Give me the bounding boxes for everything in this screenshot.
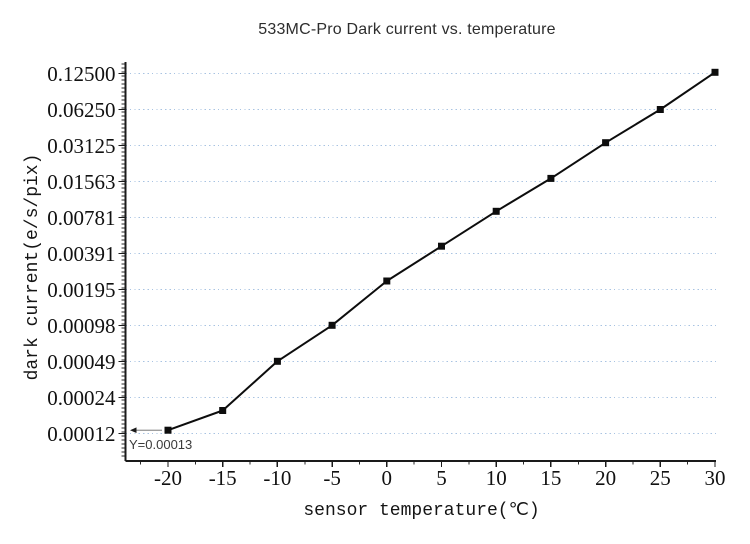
y-tick-label: 0.00012 (47, 422, 115, 446)
data-point (602, 139, 610, 147)
y-tick-label: 0.00781 (47, 206, 115, 230)
series-markers (164, 68, 719, 434)
y-tick-label: 0.00098 (47, 314, 115, 338)
y-tick-label: 0.01563 (47, 170, 115, 194)
data-point (383, 277, 391, 285)
data-point (656, 106, 664, 113)
y-tick-label: 0.03125 (47, 134, 115, 158)
annotation-arrow (130, 427, 162, 434)
data-point (219, 407, 227, 414)
x-axis-title: sensor temperature(℃) (303, 501, 540, 521)
x-axis-ticks: -20 -15 -10 -5 0 5 10 15 20 25 30 (154, 461, 726, 490)
y-tick-label: 0.00195 (47, 278, 115, 302)
x-tick-label: 30 (705, 466, 726, 490)
x-tick-label: -10 (263, 466, 291, 490)
axes (124, 62, 716, 462)
data-point (492, 207, 500, 215)
data-point (711, 68, 719, 76)
x-tick-label: 25 (650, 466, 671, 490)
x-tick-label: 0 (382, 466, 393, 490)
data-point (273, 357, 281, 365)
arrowhead-icon (130, 427, 137, 434)
data-point (328, 321, 336, 329)
y-tick-label: 0.00024 (47, 386, 116, 410)
x-tick-label: 5 (436, 466, 447, 490)
data-point (547, 174, 555, 182)
gridlines (125, 73, 716, 434)
x-tick-label: -5 (323, 466, 341, 490)
y-tick-label: 0.12500 (47, 62, 115, 86)
x-tick-label: -15 (209, 466, 237, 490)
data-point (164, 426, 172, 434)
y-tick-label: 0.06250 (47, 98, 115, 122)
chart-title: 533MC-Pro Dark current vs. temperature (258, 21, 556, 38)
x-tick-label: -20 (154, 466, 182, 490)
y-tick-label: 0.00049 (47, 350, 115, 374)
x-tick-label: 15 (540, 466, 561, 490)
y-tick-label: 0.00391 (47, 242, 115, 266)
annotation-label: Y=0.00013 (129, 437, 193, 452)
x-tick-label: 20 (595, 466, 616, 490)
x-tick-label: 10 (486, 466, 507, 490)
data-point (438, 242, 445, 250)
series-line (167, 71, 716, 432)
y-axis-ticks: 0.12500 0.06250 0.03125 0.01563 0.00781 0.003… (47, 62, 126, 446)
